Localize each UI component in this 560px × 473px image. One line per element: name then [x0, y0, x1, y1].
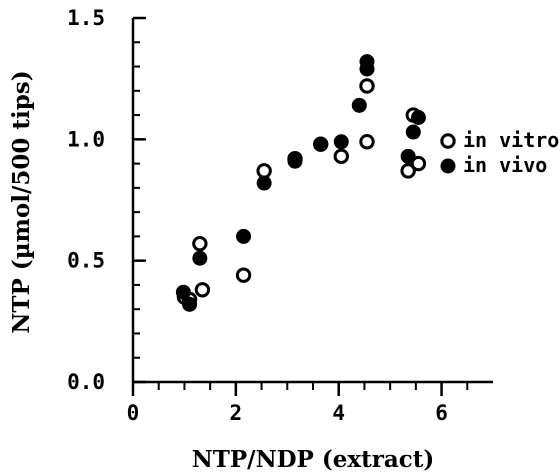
y-axis-title: NTP (µmol/500 tips) [8, 70, 35, 333]
data-point-in-vitro [410, 155, 427, 172]
data-point-in-vivo [256, 175, 272, 191]
legend-marker-in-vitro [440, 133, 456, 149]
x-tick-label: 4 [332, 401, 345, 425]
data-point-in-vivo [175, 284, 191, 300]
y-tick-label: 1.5 [67, 6, 105, 30]
legend-label-in-vivo: in vivo [463, 153, 547, 177]
legend-label-in-vitro: in vitro [463, 128, 559, 152]
data-point-in-vivo [333, 134, 349, 150]
data-point-in-vitro [194, 282, 211, 298]
data-point-in-vivo [359, 54, 375, 70]
data-point-in-vitro [400, 163, 416, 179]
data-point-in-vivo [192, 250, 208, 266]
tick-labels: 0.0 0.5 1.0 1.5 0 2 4 6 [67, 6, 448, 425]
legend-marker-in-vivo [440, 158, 456, 174]
data-point-in-vivo [236, 228, 252, 244]
data-point-in-vivo [400, 148, 416, 164]
y-tick-label: 1.0 [67, 127, 105, 151]
data-points [175, 54, 427, 312]
data-point-in-vivo [405, 124, 421, 140]
axis-ticks [131, 16, 469, 396]
y-tick-label: 0.5 [67, 249, 105, 273]
data-point-in-vitro [359, 78, 375, 94]
data-point-in-vivo [182, 296, 198, 312]
data-point-in-vivo [313, 136, 329, 152]
y-tick-label: 0.0 [67, 370, 105, 394]
x-tick-label: 2 [230, 401, 243, 425]
data-point-in-vitro [192, 235, 208, 252]
data-point-in-vitro [256, 163, 272, 179]
data-point-in-vivo [287, 153, 303, 169]
x-axis-title: NTP/NDP (extract) [192, 446, 435, 473]
data-point-in-vitro [235, 267, 252, 283]
data-point-in-vitro [359, 134, 375, 150]
data-point-in-vivo [410, 109, 426, 125]
x-tick-label: 0 [127, 401, 140, 425]
data-point-in-vitro [333, 148, 349, 165]
x-tick-label: 6 [435, 401, 448, 425]
data-point-in-vivo [351, 97, 367, 113]
